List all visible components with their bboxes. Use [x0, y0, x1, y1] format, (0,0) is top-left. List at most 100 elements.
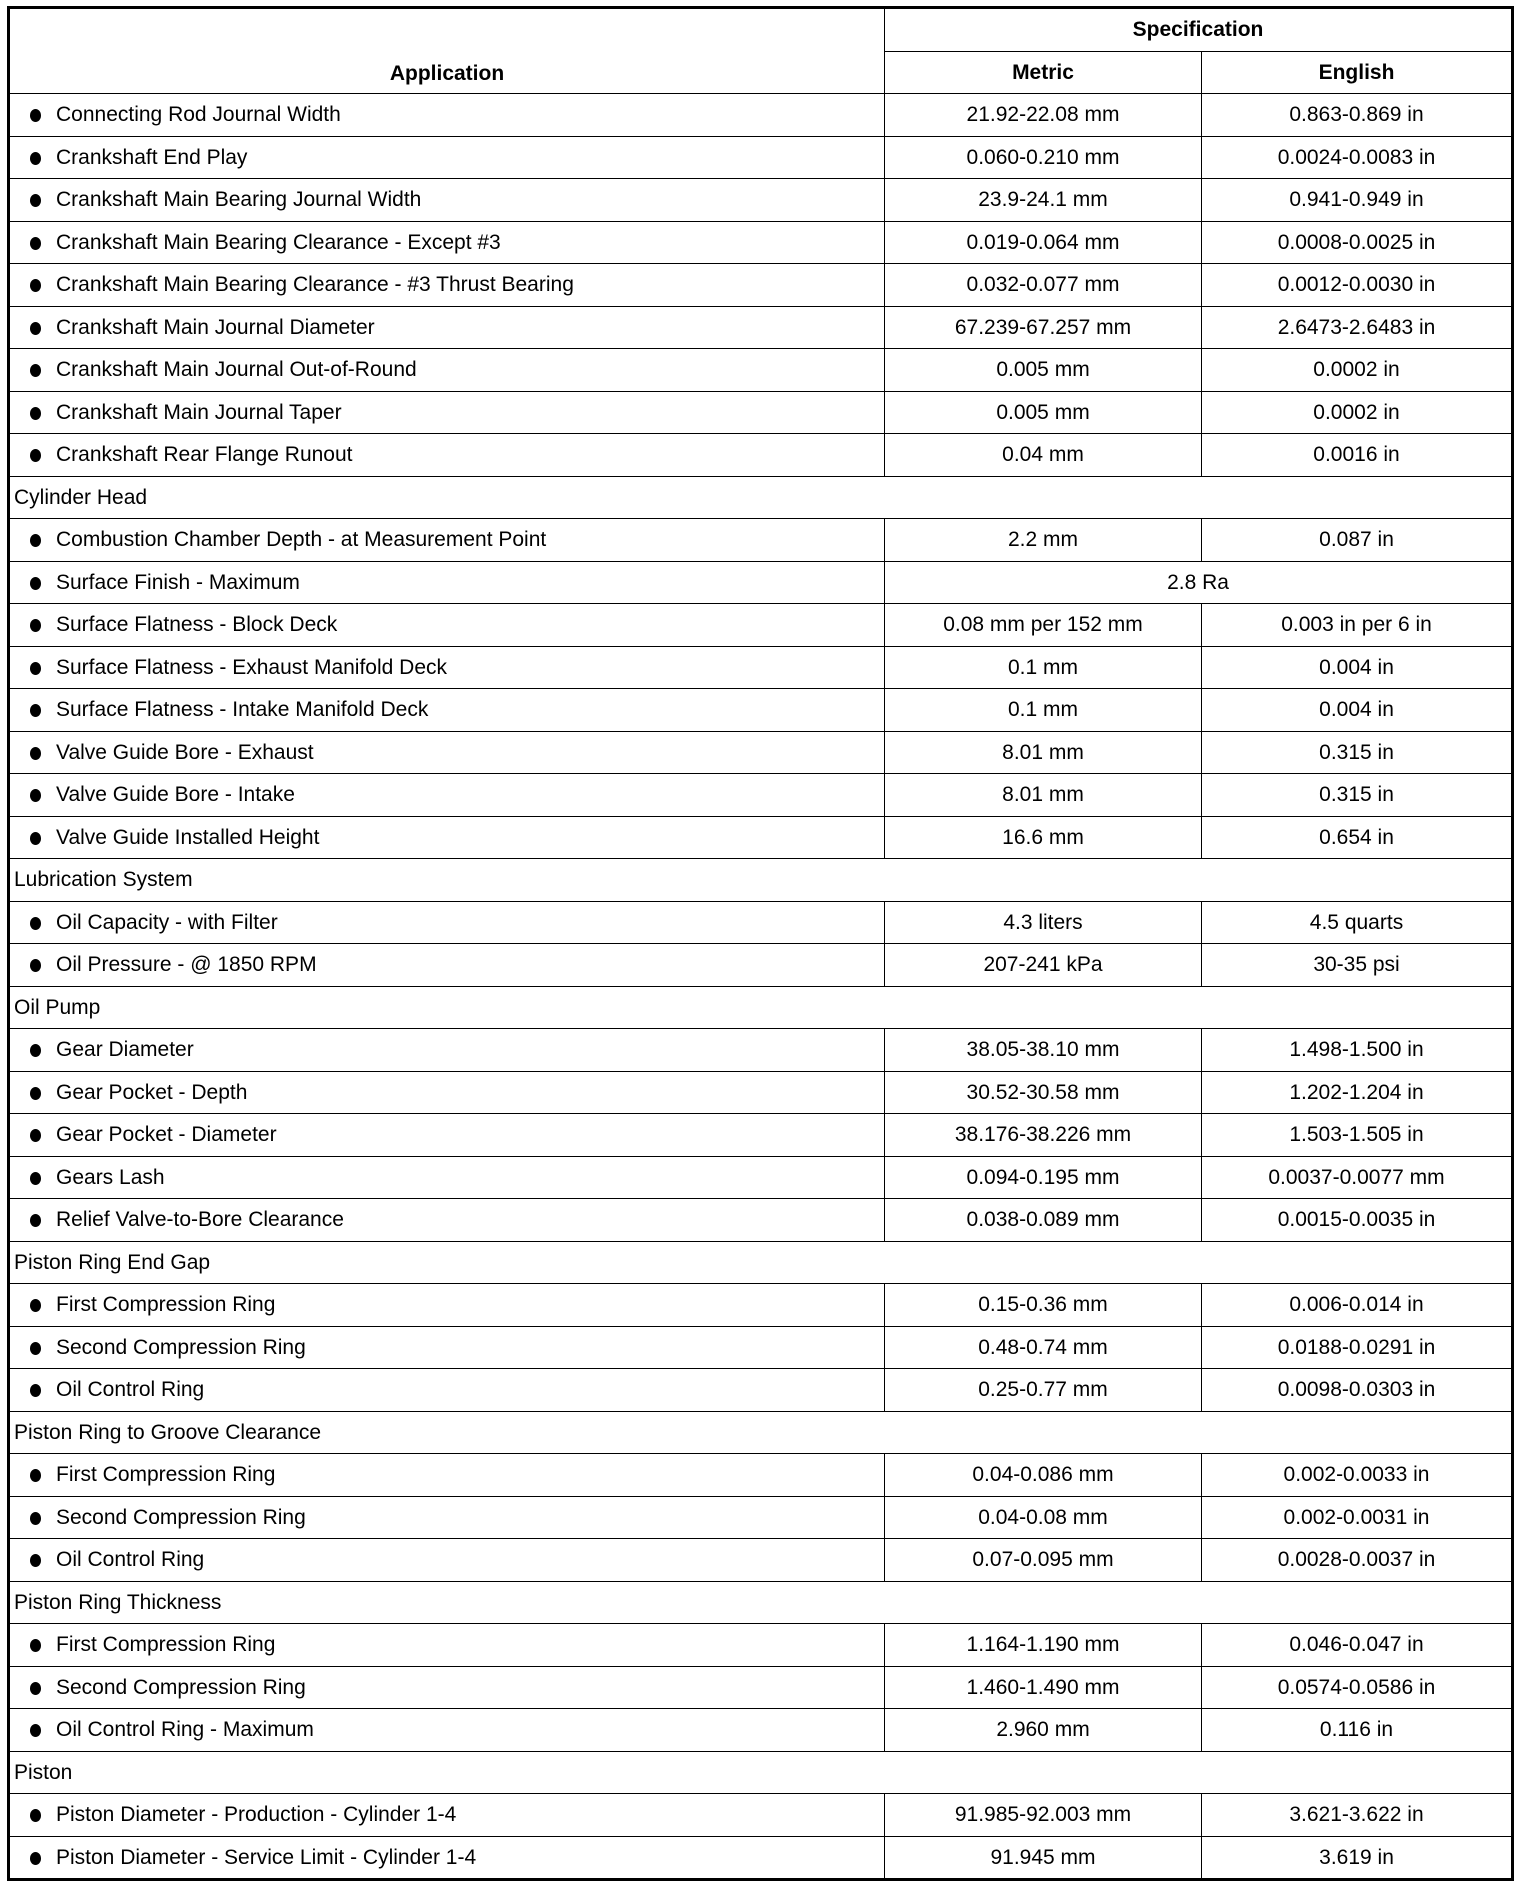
- table-row: Crankshaft Main Journal Out-of-Round 0.00…: [8, 348, 1514, 392]
- application-label: Crankshaft Main Journal Diameter: [56, 315, 375, 339]
- table-row: Oil Control Ring 0.25-0.77 mm 0.0098-0.030…: [8, 1368, 1514, 1412]
- application-label: Valve Guide Installed Height: [56, 825, 320, 849]
- application-label: First Compression Ring: [56, 1293, 276, 1317]
- application-cell: Valve Guide Installed Height: [8, 815, 885, 859]
- english-cell: 0.116 in: [1200, 1708, 1514, 1752]
- metric-cell: 0.005 mm: [884, 348, 1202, 392]
- application-label: Second Compression Ring: [56, 1505, 306, 1529]
- bullet-icon: [30, 194, 41, 208]
- metric-cell: 0.094-0.195 mm: [884, 1155, 1202, 1199]
- bullet-icon: [30, 789, 41, 803]
- application-label: Surface Finish - Maximum: [56, 570, 300, 594]
- bullet-icon: [30, 1554, 41, 1568]
- application-cell: Gear Pocket - Diameter: [8, 1113, 885, 1157]
- bullet-icon: [30, 1299, 41, 1313]
- table-row: Relief Valve-to-Bore Clearance 0.038-0.08…: [8, 1198, 1514, 1242]
- application-label: Gear Pocket - Diameter: [56, 1123, 277, 1147]
- bullet-icon: [30, 279, 41, 293]
- metric-cell: 0.019-0.064 mm: [884, 220, 1202, 264]
- metric-cell: 0.005 mm: [884, 390, 1202, 434]
- header-specification: Specification: [883, 7, 1514, 52]
- english-cell: 0.863-0.869 in: [1200, 93, 1514, 137]
- english-cell: 0.087 in: [1200, 518, 1514, 562]
- english-cell: 0.002-0.0033 in: [1200, 1453, 1514, 1497]
- metric-cell: 16.6 mm: [884, 815, 1202, 859]
- application-cell: Crankshaft Main Bearing Clearance - #3 T…: [8, 263, 885, 307]
- metric-cell: 0.038-0.089 mm: [884, 1198, 1202, 1242]
- application-label: Surface Flatness - Block Deck: [56, 613, 338, 637]
- application-cell: Second Compression Ring: [8, 1495, 885, 1539]
- english-cell: 0.654 in: [1200, 815, 1514, 859]
- application-cell: Oil Control Ring: [8, 1368, 885, 1412]
- english-cell: 1.503-1.505 in: [1200, 1113, 1514, 1157]
- table-row: Oil Capacity - with Filter 4.3 liters 4.5 …: [8, 900, 1514, 944]
- application-cell: Crankshaft Main Journal Out-of-Round: [8, 348, 885, 392]
- metric-cell: 0.1 mm: [884, 688, 1202, 732]
- metric-cell: 4.3 liters: [884, 900, 1202, 944]
- application-cell: Piston Diameter - Production - Cylinder …: [8, 1793, 885, 1837]
- metric-cell: 207-241 kPa: [884, 943, 1202, 987]
- application-cell: Oil Capacity - with Filter: [8, 900, 885, 944]
- bullet-icon: [30, 576, 41, 590]
- bullet-icon: [30, 1724, 41, 1738]
- table-row: First Compression Ring 1.164-1.190 mm 0.04…: [8, 1623, 1514, 1667]
- english-cell: 0.004 in: [1200, 688, 1514, 732]
- specification-table: Application Specification Metric English…: [7, 6, 1515, 1881]
- metric-cell: 1.460-1.490 mm: [884, 1665, 1202, 1709]
- bullet-icon: [30, 1639, 41, 1653]
- metric-cell: 0.07-0.095 mm: [884, 1538, 1202, 1582]
- application-label: Gear Pocket - Depth: [56, 1080, 248, 1104]
- application-label: Surface Flatness - Intake Manifold Deck: [56, 698, 429, 722]
- table-row: Valve Guide Bore - Intake 8.01 mm 0.315 in: [8, 773, 1514, 817]
- application-cell: Piston Diameter - Service Limit - Cylind…: [8, 1835, 885, 1880]
- bullet-icon: [30, 1044, 41, 1058]
- metric-cell: 21.92-22.08 mm: [884, 93, 1202, 137]
- bullet-icon: [30, 1171, 41, 1185]
- section-row: Piston Ring Thickness: [7, 1580, 1514, 1624]
- bullet-icon: [30, 746, 41, 760]
- application-label: Crankshaft Rear Flange Runout: [56, 443, 353, 467]
- spec-value-cell: 2.8 Ra: [883, 560, 1514, 604]
- table-row: Piston Diameter - Production - Cylinder …: [8, 1793, 1514, 1837]
- application-label: First Compression Ring: [56, 1633, 276, 1657]
- application-label: Crankshaft End Play: [56, 145, 248, 169]
- english-cell: 0.0037-0.0077 mm: [1200, 1155, 1514, 1199]
- metric-cell: 0.48-0.74 mm: [884, 1325, 1202, 1369]
- metric-cell: 1.164-1.190 mm: [884, 1623, 1202, 1667]
- application-label: Piston Diameter - Service Limit - Cylind…: [56, 1845, 477, 1869]
- metric-cell: 2.960 mm: [884, 1708, 1202, 1752]
- section-heading: Lubrication System: [7, 858, 1514, 902]
- application-cell: Crankshaft Main Bearing Clearance - Exce…: [8, 220, 885, 264]
- application-cell: Crankshaft Main Bearing Journal Width: [8, 178, 885, 222]
- bullet-icon: [30, 1511, 41, 1525]
- english-cell: 0.941-0.949 in: [1200, 178, 1514, 222]
- application-cell: Oil Control Ring: [8, 1538, 885, 1582]
- english-cell: 0.004 in: [1200, 645, 1514, 689]
- bullet-icon: [30, 321, 41, 335]
- metric-cell: 8.01 mm: [884, 773, 1202, 817]
- application-cell: Gear Pocket - Depth: [8, 1070, 885, 1114]
- english-cell: 3.619 in: [1200, 1835, 1514, 1880]
- metric-cell: 91.945 mm: [884, 1835, 1202, 1880]
- english-cell: 0.0024-0.0083 in: [1200, 135, 1514, 179]
- table-row: Crankshaft Main Bearing Journal Width 23.…: [8, 178, 1514, 222]
- application-cell: Crankshaft Rear Flange Runout: [8, 433, 885, 477]
- bullet-icon: [30, 661, 41, 675]
- bullet-icon: [30, 959, 41, 973]
- application-label: Connecting Rod Journal Width: [56, 103, 341, 127]
- metric-cell: 0.060-0.210 mm: [884, 135, 1202, 179]
- application-cell: Oil Pressure - @ 1850 RPM: [8, 943, 885, 987]
- table-row: Gear Pocket - Depth 30.52-30.58 mm 1.202-1…: [8, 1070, 1514, 1114]
- application-label: Valve Guide Bore - Intake: [56, 783, 295, 807]
- table-row: Surface Flatness - Intake Manifold Deck 0…: [8, 688, 1514, 732]
- section-row: Piston: [7, 1750, 1514, 1794]
- header-english: English: [1200, 50, 1514, 94]
- bullet-icon: [30, 916, 41, 930]
- section-heading: Cylinder Head: [7, 475, 1514, 519]
- english-cell: 0.0574-0.0586 in: [1200, 1665, 1514, 1709]
- application-label: First Compression Ring: [56, 1463, 276, 1487]
- table-row: Gears Lash 0.094-0.195 mm 0.0037-0.0077 mm: [8, 1155, 1514, 1199]
- table-row: Oil Control Ring 0.07-0.095 mm 0.0028-0.00…: [8, 1538, 1514, 1582]
- application-label: Oil Control Ring - Maximum: [56, 1718, 314, 1742]
- english-cell: 2.6473-2.6483 in: [1200, 305, 1514, 349]
